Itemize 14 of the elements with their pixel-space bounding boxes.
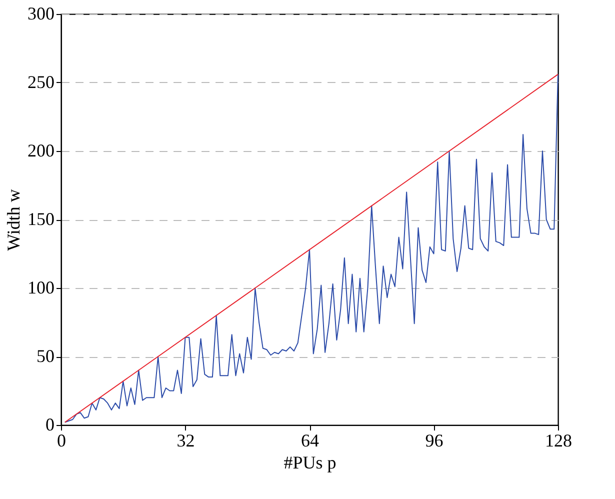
y-tick-label: 200 xyxy=(28,140,54,160)
y-axis-title: Width w xyxy=(4,189,24,251)
x-tick-label: 96 xyxy=(425,430,444,450)
y-tick-label: 50 xyxy=(36,346,54,366)
y-tick-label: 100 xyxy=(28,278,54,298)
line-series xyxy=(64,74,558,423)
x-tick-label: 128 xyxy=(545,430,572,450)
y-tick-label: 0 xyxy=(46,414,54,434)
y-tick-label: 150 xyxy=(28,209,54,229)
y-tick-label: 300 xyxy=(28,4,54,24)
y-tick-label: 250 xyxy=(28,72,54,92)
x-tick-label: 32 xyxy=(176,430,195,450)
x-tick-label: 64 xyxy=(301,430,319,450)
x-axis-title: #PUs p xyxy=(284,452,336,472)
